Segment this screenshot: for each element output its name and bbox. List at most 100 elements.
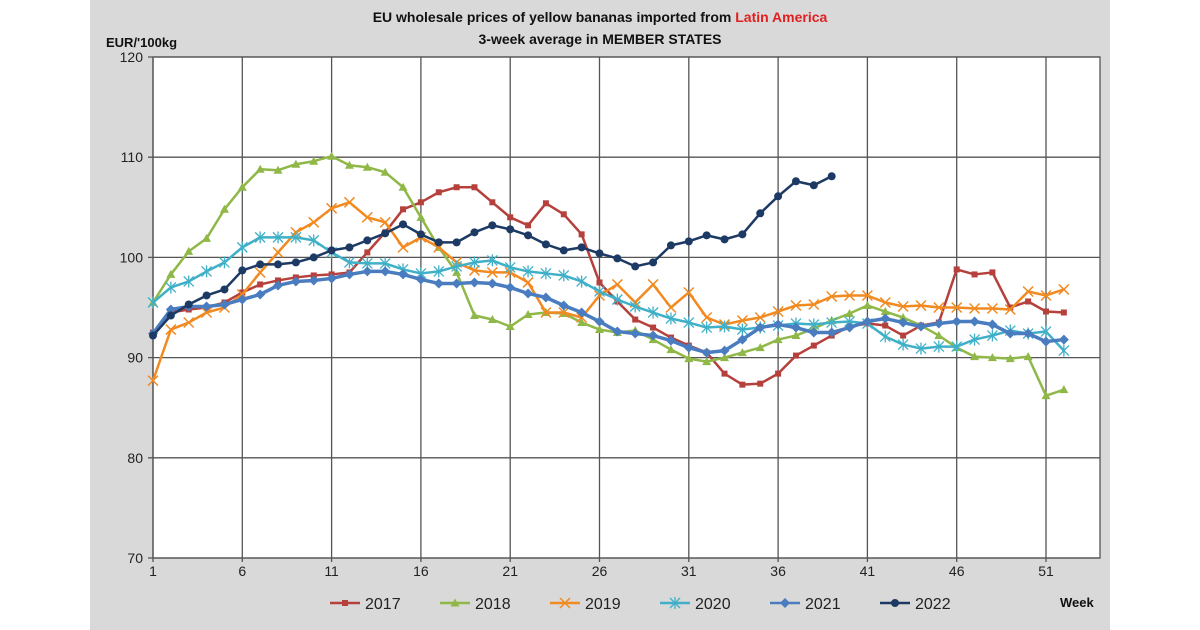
data-point-2018	[791, 331, 801, 340]
x-tick-label: 11	[324, 563, 339, 579]
data-point-2019	[951, 301, 963, 314]
data-point-2019	[540, 306, 552, 319]
data-point-2022	[738, 230, 747, 239]
data-point-2021	[487, 278, 498, 289]
data-point-2021	[826, 327, 837, 338]
data-point-2018	[898, 313, 908, 322]
data-point-2017	[971, 271, 978, 278]
data-point-2019	[647, 278, 659, 290]
data-point-2021	[969, 316, 980, 327]
data-point-2017	[650, 324, 657, 331]
data-point-2018	[219, 204, 229, 213]
data-point-2017	[792, 352, 799, 359]
data-point-2018	[469, 311, 479, 320]
series-line-2019	[151, 201, 1065, 382]
data-point-2018	[291, 159, 301, 168]
data-point-2022	[416, 230, 425, 239]
data-point-2017	[900, 332, 907, 339]
data-point-2018	[737, 348, 747, 357]
data-point-2021	[1041, 336, 1051, 347]
data-point-2020	[951, 340, 963, 353]
data-point-2019	[379, 216, 391, 228]
x-tick-label: 31	[681, 563, 697, 579]
data-point-2020	[736, 323, 748, 336]
data-point-2017	[453, 184, 460, 191]
data-point-2017	[560, 211, 567, 218]
data-point-2022	[631, 262, 640, 271]
data-point-2022	[184, 300, 193, 309]
data-point-2021	[737, 334, 748, 345]
legend-item-2018: 2018	[440, 596, 511, 613]
data-point-2020	[719, 320, 730, 333]
data-point-2022	[381, 229, 390, 238]
data-point-2018	[702, 357, 712, 366]
legend-label: 2017	[365, 596, 401, 613]
series-line-2020	[152, 236, 1065, 352]
data-point-2020	[165, 281, 177, 294]
legend-marker-2020	[669, 597, 681, 609]
legend-label: 2019	[585, 596, 621, 613]
x-tick-label: 21	[502, 563, 518, 579]
data-point-2018	[755, 343, 765, 352]
data-point-2020	[540, 267, 552, 280]
data-point-2021	[433, 278, 444, 289]
data-point-2020	[665, 312, 677, 325]
series-2021	[148, 266, 1069, 358]
data-point-2018	[344, 160, 354, 169]
data-point-2019	[879, 296, 891, 309]
data-point-2018	[595, 325, 604, 334]
data-point-2020	[1058, 344, 1070, 357]
data-point-2021	[933, 318, 944, 329]
data-point-2021	[398, 269, 409, 280]
data-point-2021	[290, 276, 301, 287]
data-point-2018	[577, 318, 587, 327]
data-point-2019	[701, 311, 713, 324]
data-point-2018	[720, 353, 730, 362]
data-point-2020	[272, 231, 284, 244]
data-point-2017	[953, 266, 960, 273]
data-point-2018	[987, 353, 997, 362]
data-point-2020	[469, 256, 480, 269]
data-point-2018	[773, 335, 783, 344]
data-point-2020	[290, 231, 302, 244]
chart-subtitle: 3-week average in MEMBER STATES	[479, 31, 722, 47]
legend-item-2021: 2021	[770, 596, 841, 613]
data-point-2019	[201, 306, 213, 319]
data-point-2020	[986, 329, 998, 342]
data-point-2017	[1025, 298, 1032, 305]
series-line-2018	[151, 154, 1065, 397]
data-point-2022	[559, 246, 568, 255]
data-point-2019	[254, 266, 266, 278]
data-point-2017	[310, 272, 317, 279]
data-point-2021	[558, 300, 569, 311]
data-point-2021	[380, 266, 391, 277]
data-point-2022	[256, 260, 265, 269]
data-point-2017	[435, 189, 442, 196]
legend-marker-2021	[780, 598, 790, 608]
data-point-2020	[344, 256, 355, 269]
x-tick-label: 1	[149, 563, 157, 579]
data-point-2018	[970, 352, 980, 361]
data-point-2022	[488, 221, 497, 230]
data-point-2020	[897, 338, 909, 351]
data-point-2020	[308, 234, 320, 247]
data-point-2021	[951, 316, 962, 327]
data-point-2021	[915, 321, 926, 332]
data-point-2022	[309, 253, 318, 262]
data-point-2019	[1058, 283, 1070, 295]
data-point-2019	[790, 299, 802, 312]
y-tick-label: 70	[127, 550, 143, 566]
data-point-2018	[862, 300, 872, 309]
data-point-2017	[1043, 308, 1049, 315]
data-point-2019	[808, 298, 820, 311]
data-point-2018	[237, 182, 247, 191]
data-point-2020	[683, 316, 695, 329]
data-point-2017	[989, 269, 996, 276]
data-point-2018	[166, 269, 176, 278]
legend-label: 2018	[475, 596, 511, 613]
data-point-2022	[399, 220, 408, 229]
data-point-2019	[861, 289, 873, 302]
data-point-2020	[933, 340, 945, 353]
series-line-2017	[152, 186, 1064, 386]
data-point-2022	[541, 240, 550, 249]
